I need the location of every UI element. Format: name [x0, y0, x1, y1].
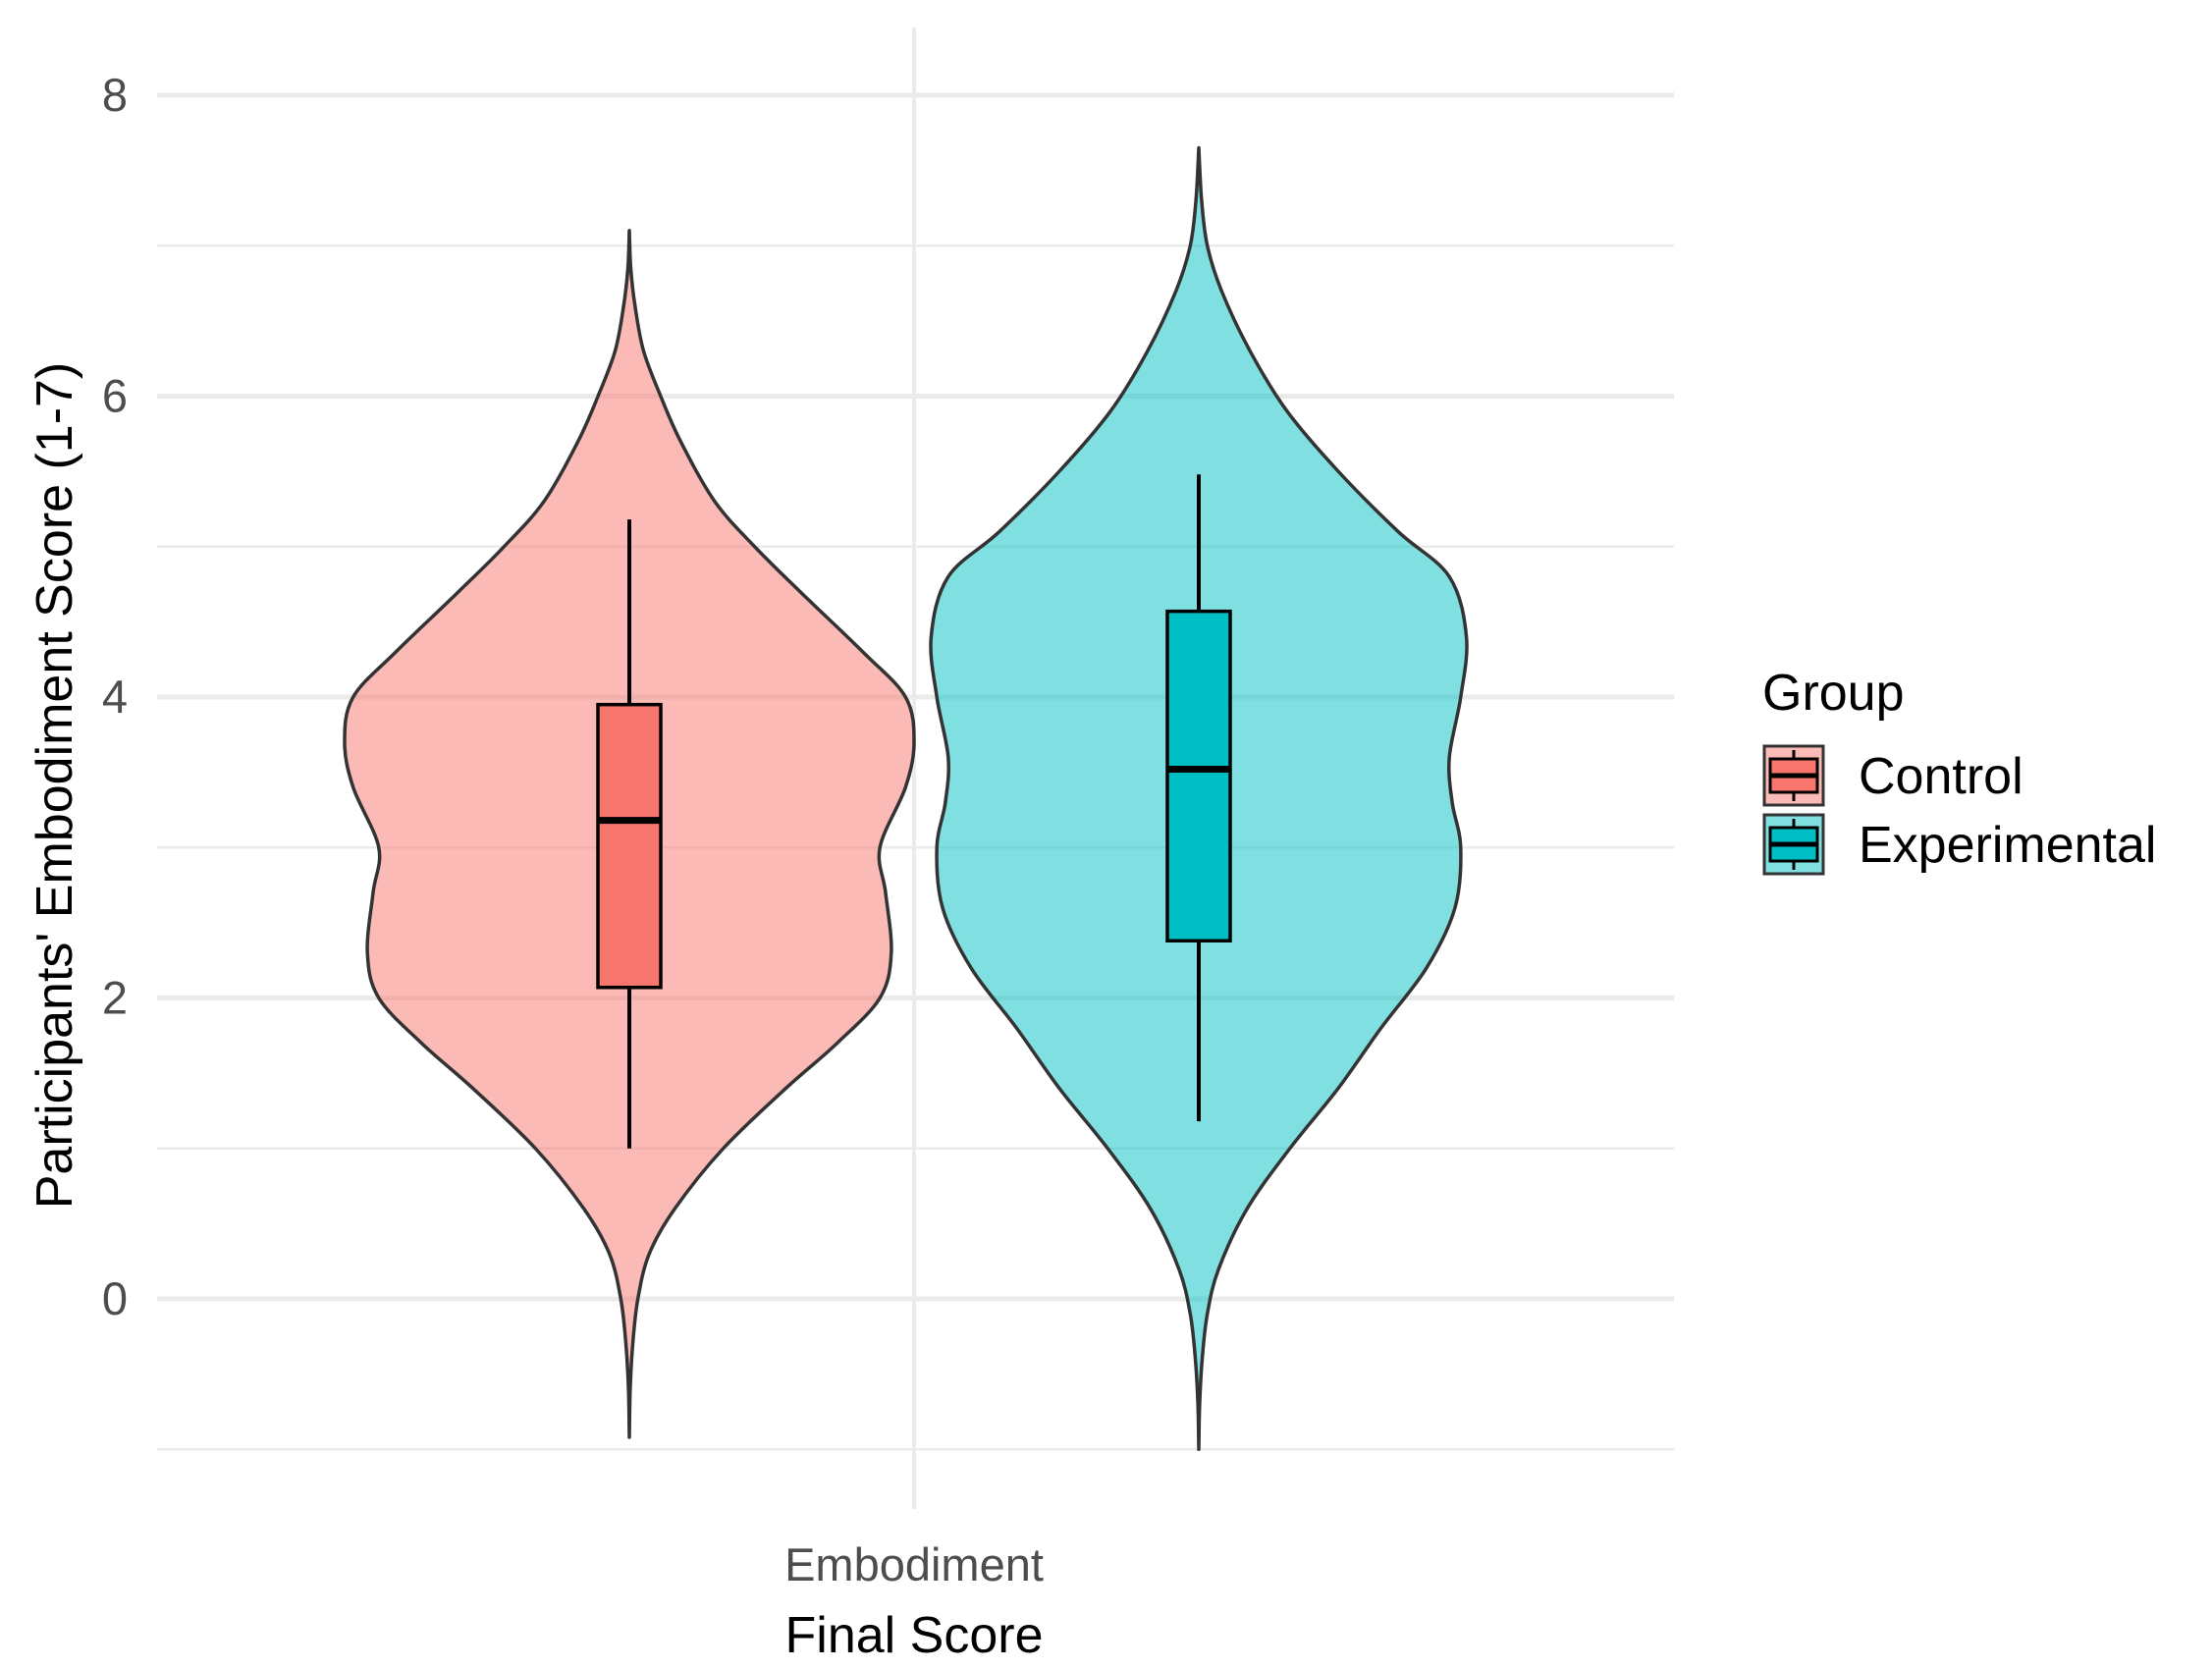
legend-items: Control Experimental	[1762, 744, 2156, 876]
legend-label: Experimental	[1859, 817, 2156, 874]
box-control	[596, 702, 663, 990]
y-tick-label: 0	[102, 1272, 128, 1324]
y-tick-label: 6	[102, 370, 128, 422]
box-experimental	[1165, 609, 1232, 943]
x-axis-ticks: Embodiment	[784, 1538, 1044, 1590]
legend-label: Control	[1859, 748, 2023, 805]
x-axis-title: Final Score	[785, 1607, 1044, 1664]
violins	[343, 145, 1469, 1451]
y-tick-label: 4	[102, 671, 128, 723]
boxplots	[596, 474, 1232, 1149]
legend-item-control: Control	[1762, 744, 2023, 807]
legend-item-experimental: Experimental	[1762, 813, 2156, 876]
legend-title: Group	[1762, 665, 1905, 722]
y-tick-label: 2	[102, 972, 128, 1024]
legend: Group Control Experimental	[1762, 665, 2156, 876]
y-tick-label: 8	[102, 69, 128, 121]
y-axis-ticks: 0 2 4 6 8	[102, 69, 128, 1324]
x-tick-label: Embodiment	[784, 1538, 1044, 1590]
y-axis-title: Participants' Embodiment Score (1-7)	[27, 362, 83, 1210]
